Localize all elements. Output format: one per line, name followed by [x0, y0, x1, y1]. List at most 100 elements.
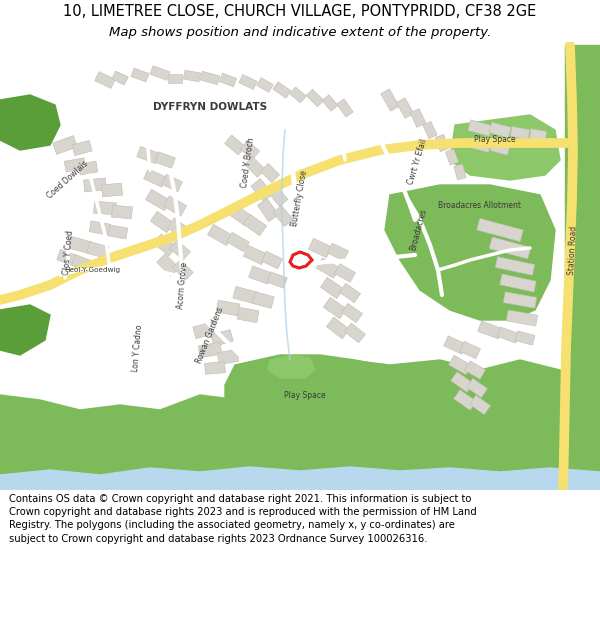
Bar	[320, 278, 344, 299]
Bar	[306, 89, 324, 107]
Polygon shape	[225, 355, 390, 430]
Bar	[251, 179, 273, 201]
Bar	[241, 141, 260, 159]
Bar	[184, 70, 200, 82]
Text: Heol-Y-Goedwig: Heol-Y-Goedwig	[64, 267, 120, 273]
Bar	[173, 260, 193, 280]
Bar	[477, 218, 523, 242]
Bar	[78, 161, 98, 175]
Bar	[154, 234, 176, 256]
Polygon shape	[0, 305, 50, 355]
Bar	[157, 254, 179, 276]
Bar	[87, 242, 109, 258]
Bar	[497, 327, 519, 343]
Bar	[273, 206, 293, 226]
Bar	[244, 214, 266, 236]
Text: 10, LIMETREE CLOSE, CHURCH VILLAGE, PONTYPRIDD, CF38 2GE: 10, LIMETREE CLOSE, CHURCH VILLAGE, PONT…	[64, 4, 536, 19]
Bar	[200, 71, 220, 84]
Text: Lon Y Cadno: Lon Y Cadno	[131, 324, 145, 372]
Bar	[423, 121, 437, 139]
Bar	[94, 201, 116, 215]
Bar	[464, 361, 485, 379]
Polygon shape	[385, 185, 555, 320]
Bar	[262, 251, 283, 269]
Bar	[112, 205, 133, 219]
Text: Acorn Grove: Acorn Grove	[176, 261, 190, 309]
Bar	[193, 321, 217, 339]
Bar	[244, 246, 266, 264]
Bar	[252, 292, 274, 308]
Text: Coed Y Broch: Coed Y Broch	[240, 138, 256, 189]
Bar	[257, 78, 274, 92]
Bar	[380, 89, 400, 111]
Bar	[445, 149, 458, 165]
Bar	[224, 135, 245, 155]
Bar	[248, 266, 271, 284]
Bar	[68, 236, 92, 254]
Bar	[396, 98, 414, 118]
Bar	[468, 120, 492, 136]
Bar	[216, 300, 240, 316]
Bar	[167, 218, 189, 238]
Bar	[227, 204, 253, 226]
Text: Play Space: Play Space	[284, 391, 326, 399]
Bar	[469, 138, 491, 152]
Bar	[443, 336, 466, 354]
Bar	[506, 310, 538, 326]
Bar	[71, 255, 92, 271]
Bar	[489, 237, 531, 259]
Text: Contains OS data © Crown copyright and database right 2021. This information is : Contains OS data © Crown copyright and d…	[9, 494, 477, 544]
Bar	[57, 249, 79, 267]
Bar	[260, 164, 280, 182]
Polygon shape	[268, 355, 315, 378]
Bar	[211, 329, 233, 346]
Bar	[290, 87, 306, 103]
Bar	[161, 174, 182, 192]
Bar	[95, 72, 115, 88]
Bar	[466, 378, 488, 398]
Bar	[334, 264, 356, 282]
Text: Butterfly Close: Butterfly Close	[290, 169, 308, 227]
Text: Coed Dowlais: Coed Dowlais	[46, 159, 90, 201]
Text: DYFFRYN DOWLATS: DYFFRYN DOWLATS	[153, 102, 267, 112]
Bar	[237, 308, 259, 322]
Bar	[108, 225, 128, 239]
Bar	[341, 303, 362, 322]
Bar	[322, 95, 338, 111]
Bar	[233, 286, 257, 304]
Bar	[145, 189, 170, 211]
Bar	[83, 178, 106, 192]
Polygon shape	[565, 45, 600, 490]
Bar	[449, 355, 472, 375]
Bar	[89, 221, 111, 235]
Bar	[495, 257, 535, 276]
Bar	[112, 71, 128, 85]
Bar	[454, 390, 476, 410]
Bar	[490, 141, 510, 155]
Bar	[529, 129, 547, 141]
Bar	[150, 66, 170, 80]
Bar	[101, 183, 122, 197]
Bar	[72, 141, 92, 156]
Bar	[268, 186, 288, 206]
Bar	[503, 292, 537, 308]
Bar	[500, 274, 536, 292]
Bar	[340, 283, 361, 302]
Bar	[515, 331, 535, 345]
Bar	[308, 238, 332, 258]
Bar	[435, 134, 449, 152]
Bar	[410, 109, 426, 127]
Bar	[245, 157, 265, 177]
Bar	[266, 272, 287, 288]
Text: Clos Y Coed: Clos Y Coed	[62, 229, 74, 275]
Bar	[220, 73, 236, 87]
Bar	[323, 298, 347, 319]
Bar	[344, 323, 365, 343]
Bar	[273, 82, 291, 98]
Bar	[217, 349, 239, 364]
Text: Map shows position and indicative extent of the property.: Map shows position and indicative extent…	[109, 26, 491, 39]
Bar	[469, 396, 491, 414]
Bar	[316, 258, 340, 278]
Text: Cwrt Yr Efail: Cwrt Yr Efail	[407, 138, 429, 186]
Bar	[328, 243, 349, 261]
